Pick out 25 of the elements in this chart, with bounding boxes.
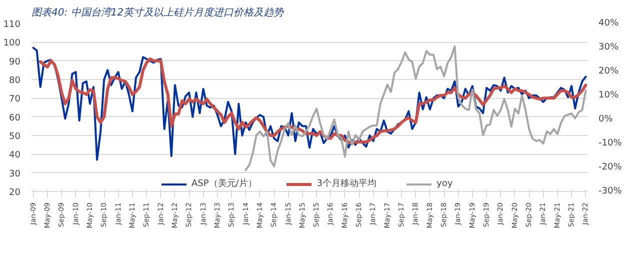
y2-tick-label: 40% — [598, 18, 619, 28]
y2-tick-label: -30% — [598, 186, 622, 196]
line-series — [38, 57, 588, 144]
y-tick-label: 100 — [3, 38, 21, 49]
y2-tick-label: -20% — [598, 162, 622, 172]
chart-title: 图表40: 中国台湾12英寸及以上硅片月度进口价格及趋势 — [32, 6, 284, 18]
y-tick-label: 60 — [9, 113, 21, 124]
line-series — [244, 45, 587, 171]
y2-tick-label: 20% — [598, 66, 619, 76]
y-tick-label: 30 — [9, 169, 21, 180]
y2-tick-label: 30% — [598, 42, 619, 52]
y-tick-label: 70 — [9, 94, 21, 105]
y-tick-label: 110 — [3, 20, 21, 30]
y2-tick-label: 10% — [598, 90, 619, 100]
y-tick-label: 90 — [9, 57, 21, 68]
line-series — [32, 46, 587, 161]
y-tick-label: 40 — [9, 150, 21, 161]
y-tick-label: 20 — [9, 188, 21, 198]
legend-label: ASP（美元/片） — [191, 178, 257, 190]
y2-tick-label: 0% — [598, 114, 614, 124]
legend-label: 3个月移动平均 — [316, 178, 377, 190]
legend-label: yoy — [436, 178, 454, 188]
y-tick-label: 50 — [9, 132, 21, 142]
y2-tick-label: -10% — [598, 138, 622, 148]
y-tick-label: 80 — [9, 76, 21, 86]
